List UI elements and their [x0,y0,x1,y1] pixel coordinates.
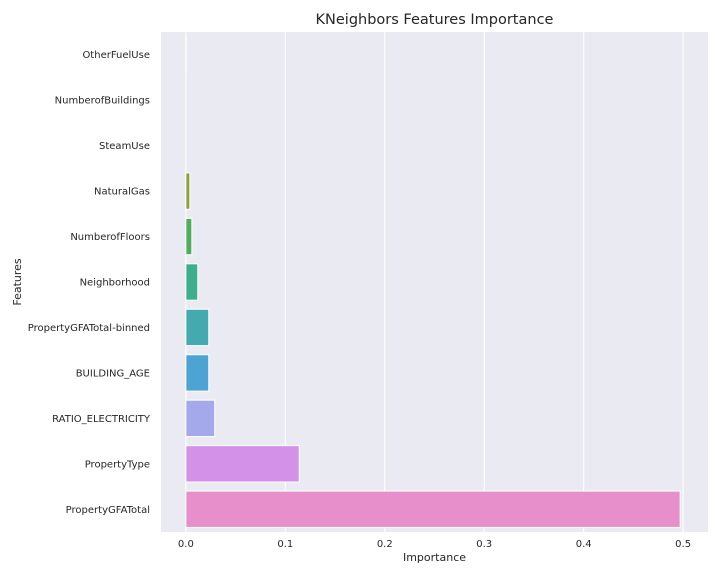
y-tick-label: PropertyGFATotal [66,505,150,516]
bar [186,491,680,527]
y-tick-label: SteamUse [99,141,150,152]
y-tick-label: NumberofFloors [70,232,150,243]
y-tick-label: PropertyGFATotal-binned [28,323,150,334]
bar [186,218,192,254]
bar [186,173,190,209]
x-tick-label: 0.2 [377,539,393,550]
y-axis-label: Features [11,258,24,306]
chart-title: KNeighbors Features Importance [316,12,554,28]
y-tick-label: NaturalGas [94,187,150,198]
x-axis-label: Importance [403,551,466,564]
y-tick-label: Neighborhood [80,278,150,289]
x-tick-label: 0.4 [576,539,592,550]
y-tick-label: PropertyType [85,459,150,470]
x-tick-label: 0.1 [277,539,293,550]
y-tick-label: OtherFuelUse [82,50,150,61]
y-tick-label: BUILDING_AGE [76,368,150,379]
y-tick-label: NumberofBuildings [55,96,150,107]
y-tick-label: RATIO_ELECTRICITY [52,414,151,425]
bar [186,355,209,391]
bar [186,446,299,482]
bar [186,264,198,300]
bar [186,309,209,345]
bar [186,400,215,436]
x-tick-label: 0.0 [178,539,194,550]
y-tick-labels: OtherFuelUse NumberofBuildings SteamUse Nat… [28,50,151,516]
x-tick-label: 0.5 [675,539,691,550]
x-tick-labels: 0.0 0.1 0.2 0.3 0.4 0.5 [178,539,691,550]
x-tick-label: 0.3 [476,539,492,550]
